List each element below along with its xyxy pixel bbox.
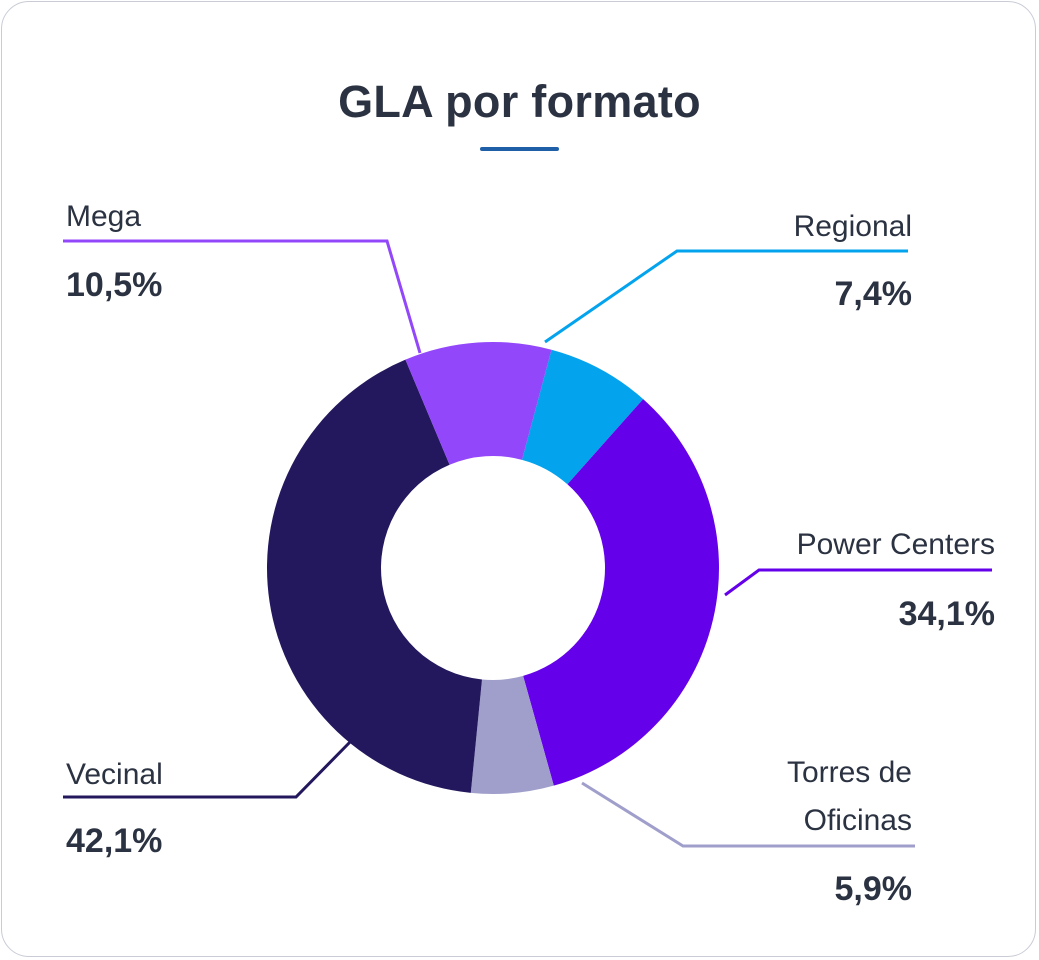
leader-line-mega: [63, 239, 422, 354]
slice-label-mega: Mega: [66, 200, 141, 233]
leader-line-torres-de-oficinas: [581, 781, 915, 848]
slice-label-torres-de-oficinas-line-1: Torres de: [787, 756, 912, 789]
slice-value-vecinal: 42,1%: [66, 822, 162, 860]
slice-regional: [521, 349, 644, 485]
leader-line-regional: [544, 249, 908, 344]
title-underline: [480, 147, 559, 151]
slice-label-torres-de-oficinas-line-2: Oficinas: [804, 804, 912, 837]
slice-label-power-centers: Power Centers: [797, 528, 995, 561]
slice-labels: Regional 7,4% Power Centers 34,1% Torres de O…: [66, 200, 995, 908]
slice-power-centers: [523, 399, 719, 786]
chart-title: GLA por formato: [338, 76, 701, 127]
slice-value-regional: 7,4%: [835, 275, 913, 313]
leader-line-vecinal: [63, 738, 354, 799]
slice-label-regional: Regional: [794, 210, 912, 243]
slice-mega: [405, 341, 552, 465]
donut-slices: [267, 341, 719, 794]
slice-label-vecinal: Vecinal: [66, 758, 163, 791]
leader-line-power-centers: [724, 568, 992, 597]
slice-value-power-centers: 34,1%: [899, 595, 995, 633]
slice-value-mega: 10,5%: [66, 266, 162, 304]
slice-vecinal: [267, 359, 482, 793]
slice-torres-de-oficinas: [470, 675, 554, 794]
leader-lines: [63, 239, 992, 848]
slice-value-torres-de-oficinas: 5,9%: [835, 870, 913, 908]
